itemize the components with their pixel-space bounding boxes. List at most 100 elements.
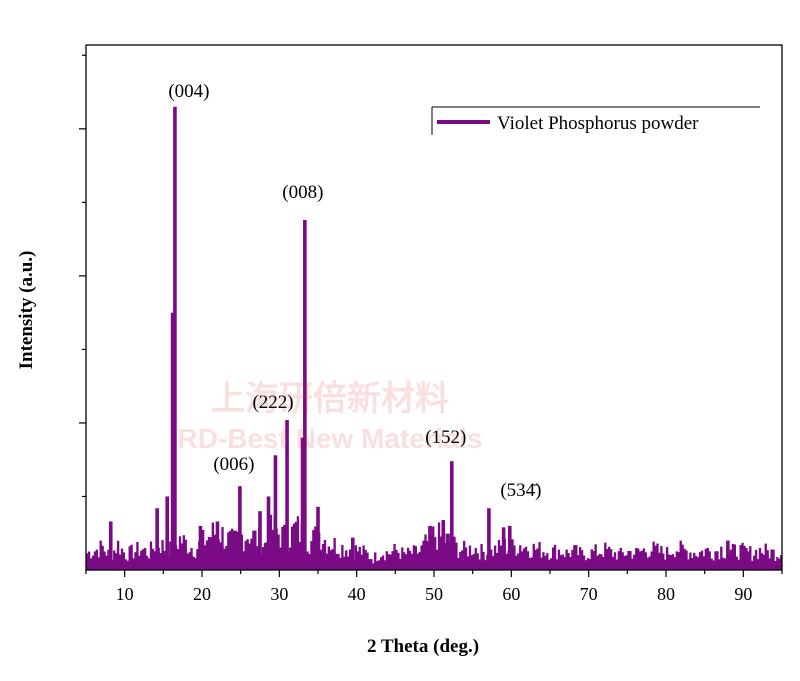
baseline-bar [530, 557, 533, 570]
baseline-bar [702, 556, 706, 570]
baseline-bar [182, 535, 185, 570]
baseline-bar [617, 551, 620, 570]
baseline-bar [567, 553, 570, 570]
baseline-bar [733, 544, 736, 570]
baseline-bar [424, 534, 427, 570]
baseline-bar [107, 549, 110, 570]
baseline-bar [345, 550, 348, 570]
baseline-bar [770, 549, 773, 570]
baseline-bar [517, 553, 520, 570]
baseline-bar [211, 522, 214, 570]
baseline-bar [186, 553, 189, 570]
baseline-bar [242, 551, 245, 570]
baseline-bar [691, 557, 694, 570]
baseline-bar [410, 553, 414, 570]
peak-bar [507, 525, 512, 570]
baseline-bar [142, 549, 145, 570]
baseline-bar [743, 545, 746, 570]
baseline-bar [385, 551, 388, 570]
baseline-bar [445, 533, 448, 570]
baseline-bar [551, 547, 555, 570]
baseline-bar [519, 545, 522, 570]
baseline-bar [478, 559, 481, 570]
data-series [86, 106, 783, 570]
baseline-bar [671, 554, 675, 570]
baseline-bar [675, 551, 678, 570]
baseline-bar [289, 547, 292, 570]
baseline-bar [105, 555, 108, 570]
baseline-bar [609, 549, 613, 570]
baseline-bar [762, 554, 765, 570]
baseline-bar [250, 538, 253, 570]
baseline-bar [513, 545, 516, 570]
baseline-bar [588, 559, 591, 570]
baseline-bar [261, 546, 265, 570]
baseline-bar [579, 547, 582, 570]
baseline-bar [466, 556, 470, 570]
baseline-bar [724, 558, 727, 570]
peak-labels: (004) (008) (222) (006) (152) (534̄) [168, 81, 541, 501]
peak-bar [300, 437, 305, 570]
baseline-bar [741, 542, 744, 570]
baseline-bar [695, 555, 698, 570]
baseline-bar [122, 552, 126, 570]
baseline-bar [575, 545, 578, 570]
baseline-bar [381, 555, 385, 570]
baseline-bar [666, 547, 669, 570]
baseline-bar [497, 539, 501, 570]
baseline-bar [623, 555, 626, 570]
baseline-bar [439, 536, 443, 570]
baseline-bar [464, 547, 468, 570]
baseline-bar [571, 550, 574, 570]
baseline-bar [735, 556, 738, 570]
baseline-bar [667, 554, 671, 570]
baseline-bar [731, 543, 735, 570]
baseline-bar [393, 543, 396, 570]
baseline-bar [536, 548, 539, 570]
baseline-bar [370, 559, 373, 570]
baseline-bar [720, 546, 723, 570]
baseline-bar [366, 552, 369, 570]
baseline-bar [279, 547, 282, 570]
baseline-bar [637, 548, 640, 570]
baseline-bar [561, 554, 564, 570]
baseline-bar [606, 549, 609, 570]
baseline-bar [608, 546, 611, 570]
baseline-bar [236, 532, 240, 570]
baseline-bar [434, 537, 437, 570]
baseline-bar [505, 553, 508, 570]
baseline-bar [633, 554, 636, 570]
peak-bar [155, 508, 159, 570]
baseline-bar [693, 552, 696, 570]
baseline-bar [718, 559, 721, 570]
baseline-bar [416, 553, 419, 570]
baseline-bar [592, 551, 595, 570]
baseline-bar [356, 551, 359, 570]
baseline-bar [337, 553, 340, 570]
baseline-bar [435, 549, 439, 570]
baseline-bar [542, 552, 545, 570]
baseline-bar [405, 554, 408, 570]
baseline-bar [341, 545, 344, 570]
baseline-bar [729, 549, 733, 570]
baseline-bar [511, 539, 514, 570]
baseline-bar [447, 533, 450, 570]
x-tick-label: 10 [116, 584, 134, 604]
baseline-bar [650, 551, 653, 570]
baseline-bar [277, 534, 280, 570]
baseline-bar [374, 552, 377, 570]
baseline-bar [134, 552, 137, 570]
baseline-bar [739, 545, 742, 570]
baseline-bar [468, 545, 472, 570]
baseline-bar [178, 536, 182, 570]
baseline-bar [490, 549, 493, 570]
baseline-bar [553, 544, 557, 570]
baseline-bar [308, 553, 311, 570]
baseline-bar [683, 548, 686, 570]
baseline-bar [343, 556, 346, 570]
baseline-bar [223, 548, 226, 570]
baseline-bar [538, 542, 541, 570]
baseline-bar [584, 560, 588, 570]
x-tick-label: 70 [580, 584, 598, 604]
baseline-bar [619, 547, 622, 570]
